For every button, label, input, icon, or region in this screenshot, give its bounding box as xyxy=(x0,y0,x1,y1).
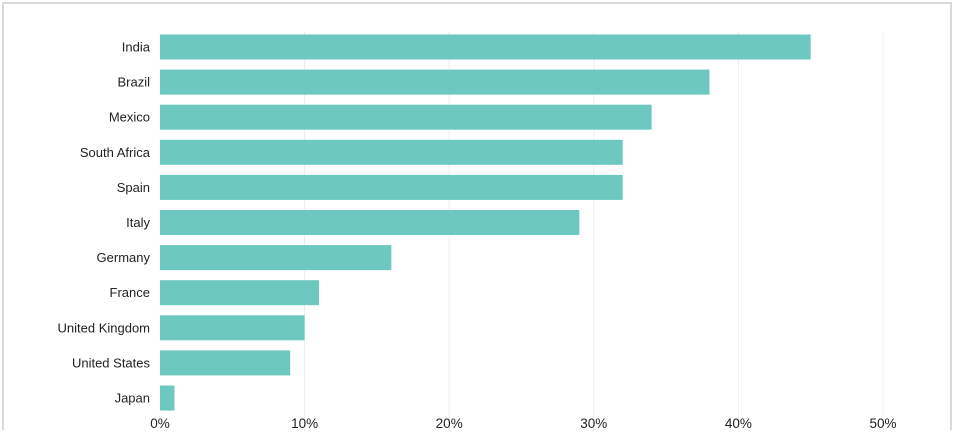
bar-italy[interactable] xyxy=(160,210,580,235)
bar-germany[interactable] xyxy=(160,245,392,271)
category-label-france: France xyxy=(110,285,150,300)
category-labels: India Brazil Mexico South Africa Spain Italy G… xyxy=(58,40,151,406)
category-label-spain: Spain xyxy=(117,180,150,195)
category-label-india: India xyxy=(122,40,151,55)
bars xyxy=(160,34,811,411)
bar-spain[interactable] xyxy=(160,174,623,200)
x-tick-label-50: 50% xyxy=(869,416,896,431)
bar-united-kingdom[interactable] xyxy=(160,315,305,341)
bar-india[interactable] xyxy=(160,34,811,60)
category-label-japan: Japan xyxy=(115,391,150,406)
bar-brazil[interactable] xyxy=(160,69,710,95)
category-label-germany: Germany xyxy=(97,250,151,265)
category-label-united-kingdom: United Kingdom xyxy=(58,320,151,335)
x-tick-label-40: 40% xyxy=(725,416,752,431)
bar-south-africa[interactable] xyxy=(160,139,623,165)
category-label-brazil: Brazil xyxy=(117,75,150,90)
bar-united-states[interactable] xyxy=(160,350,291,376)
bar-france[interactable] xyxy=(160,280,320,306)
category-label-south-africa: South Africa xyxy=(80,145,151,160)
bar-mexico[interactable] xyxy=(160,104,652,130)
category-label-united-states: United States xyxy=(72,355,151,370)
bar-japan[interactable] xyxy=(160,385,175,411)
category-label-italy: Italy xyxy=(126,215,150,230)
x-tick-label-10: 10% xyxy=(291,416,318,431)
x-tick-label-20: 20% xyxy=(436,416,463,431)
x-tick-label-30: 30% xyxy=(580,416,607,431)
category-label-mexico: Mexico xyxy=(109,110,150,125)
x-tick-label-0: 0% xyxy=(150,416,170,431)
x-axis-tick-labels: 0% 10% 20% 30% 40% 50% xyxy=(150,416,896,431)
